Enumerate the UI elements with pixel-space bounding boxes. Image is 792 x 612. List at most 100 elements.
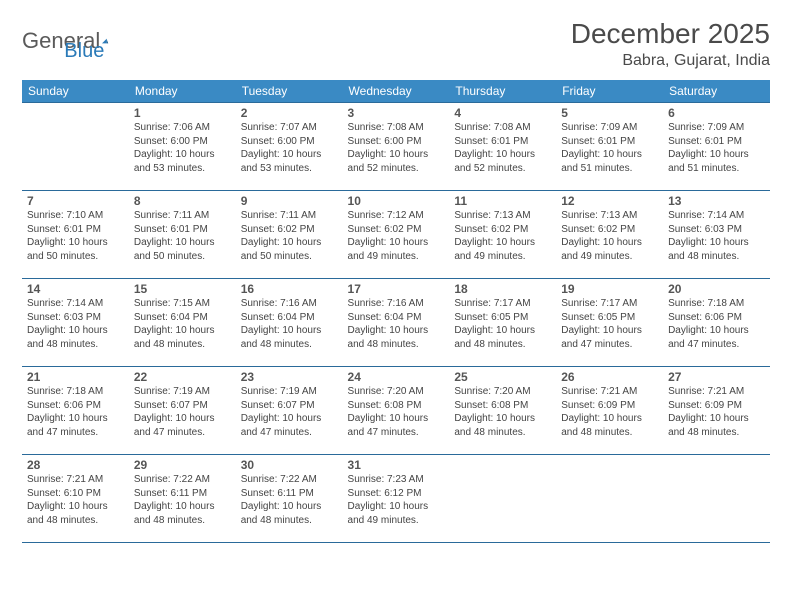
day-number: 6 <box>668 106 765 120</box>
day-text: Sunrise: 7:18 AMSunset: 6:06 PMDaylight:… <box>27 385 124 439</box>
calendar-cell: 14Sunrise: 7:14 AMSunset: 6:03 PMDayligh… <box>22 279 129 367</box>
calendar-cell: 28Sunrise: 7:21 AMSunset: 6:10 PMDayligh… <box>22 455 129 543</box>
calendar-cell: 27Sunrise: 7:21 AMSunset: 6:09 PMDayligh… <box>663 367 770 455</box>
day-number: 24 <box>348 370 445 384</box>
calendar-cell: 16Sunrise: 7:16 AMSunset: 6:04 PMDayligh… <box>236 279 343 367</box>
day-text: Sunrise: 7:14 AMSunset: 6:03 PMDaylight:… <box>668 209 765 263</box>
day-text: Sunrise: 7:08 AMSunset: 6:00 PMDaylight:… <box>348 121 445 175</box>
day-text: Sunrise: 7:08 AMSunset: 6:01 PMDaylight:… <box>454 121 551 175</box>
day-number: 17 <box>348 282 445 296</box>
day-text: Sunrise: 7:11 AMSunset: 6:01 PMDaylight:… <box>134 209 231 263</box>
day-number: 26 <box>561 370 658 384</box>
day-text: Sunrise: 7:17 AMSunset: 6:05 PMDaylight:… <box>454 297 551 351</box>
day-text: Sunrise: 7:18 AMSunset: 6:06 PMDaylight:… <box>668 297 765 351</box>
month-title: December 2025 <box>571 18 770 50</box>
day-text: Sunrise: 7:19 AMSunset: 6:07 PMDaylight:… <box>241 385 338 439</box>
day-number: 13 <box>668 194 765 208</box>
calendar-cell: 8Sunrise: 7:11 AMSunset: 6:01 PMDaylight… <box>129 191 236 279</box>
calendar-cell: 29Sunrise: 7:22 AMSunset: 6:11 PMDayligh… <box>129 455 236 543</box>
day-number: 30 <box>241 458 338 472</box>
calendar-cell: 21Sunrise: 7:18 AMSunset: 6:06 PMDayligh… <box>22 367 129 455</box>
day-number: 16 <box>241 282 338 296</box>
day-text: Sunrise: 7:12 AMSunset: 6:02 PMDaylight:… <box>348 209 445 263</box>
day-text: Sunrise: 7:21 AMSunset: 6:09 PMDaylight:… <box>561 385 658 439</box>
day-text: Sunrise: 7:23 AMSunset: 6:12 PMDaylight:… <box>348 473 445 527</box>
calendar-cell: 11Sunrise: 7:13 AMSunset: 6:02 PMDayligh… <box>449 191 556 279</box>
logo: General Blue <box>22 18 104 63</box>
day-number: 5 <box>561 106 658 120</box>
calendar-cell <box>663 455 770 543</box>
day-number: 3 <box>348 106 445 120</box>
day-number: 21 <box>27 370 124 384</box>
day-text: Sunrise: 7:09 AMSunset: 6:01 PMDaylight:… <box>561 121 658 175</box>
dow-tue: Tuesday <box>236 80 343 103</box>
calendar-row: 1Sunrise: 7:06 AMSunset: 6:00 PMDaylight… <box>22 103 770 191</box>
day-text: Sunrise: 7:21 AMSunset: 6:10 PMDaylight:… <box>27 473 124 527</box>
calendar-cell: 22Sunrise: 7:19 AMSunset: 6:07 PMDayligh… <box>129 367 236 455</box>
calendar-cell: 5Sunrise: 7:09 AMSunset: 6:01 PMDaylight… <box>556 103 663 191</box>
calendar-cell: 20Sunrise: 7:18 AMSunset: 6:06 PMDayligh… <box>663 279 770 367</box>
day-number: 20 <box>668 282 765 296</box>
day-number: 14 <box>27 282 124 296</box>
calendar-cell: 26Sunrise: 7:21 AMSunset: 6:09 PMDayligh… <box>556 367 663 455</box>
dow-fri: Friday <box>556 80 663 103</box>
day-text: Sunrise: 7:14 AMSunset: 6:03 PMDaylight:… <box>27 297 124 351</box>
calendar-cell <box>22 103 129 191</box>
dow-sun: Sunday <box>22 80 129 103</box>
calendar-cell: 17Sunrise: 7:16 AMSunset: 6:04 PMDayligh… <box>343 279 450 367</box>
day-text: Sunrise: 7:20 AMSunset: 6:08 PMDaylight:… <box>348 385 445 439</box>
dow-row: Sunday Monday Tuesday Wednesday Thursday… <box>22 80 770 103</box>
day-text: Sunrise: 7:21 AMSunset: 6:09 PMDaylight:… <box>668 385 765 439</box>
day-text: Sunrise: 7:07 AMSunset: 6:00 PMDaylight:… <box>241 121 338 175</box>
location: Babra, Gujarat, India <box>571 52 770 70</box>
day-number: 8 <box>134 194 231 208</box>
day-number: 2 <box>241 106 338 120</box>
calendar-cell: 13Sunrise: 7:14 AMSunset: 6:03 PMDayligh… <box>663 191 770 279</box>
day-number: 9 <box>241 194 338 208</box>
calendar-cell: 31Sunrise: 7:23 AMSunset: 6:12 PMDayligh… <box>343 455 450 543</box>
day-number: 27 <box>668 370 765 384</box>
day-number: 15 <box>134 282 231 296</box>
day-number: 10 <box>348 194 445 208</box>
day-text: Sunrise: 7:17 AMSunset: 6:05 PMDaylight:… <box>561 297 658 351</box>
day-text: Sunrise: 7:11 AMSunset: 6:02 PMDaylight:… <box>241 209 338 263</box>
day-number: 23 <box>241 370 338 384</box>
day-number: 25 <box>454 370 551 384</box>
title-block: December 2025 Babra, Gujarat, India <box>571 18 770 70</box>
dow-wed: Wednesday <box>343 80 450 103</box>
calendar-cell: 7Sunrise: 7:10 AMSunset: 6:01 PMDaylight… <box>22 191 129 279</box>
day-text: Sunrise: 7:13 AMSunset: 6:02 PMDaylight:… <box>561 209 658 263</box>
calendar-row: 28Sunrise: 7:21 AMSunset: 6:10 PMDayligh… <box>22 455 770 543</box>
day-number: 22 <box>134 370 231 384</box>
day-number: 29 <box>134 458 231 472</box>
day-text: Sunrise: 7:06 AMSunset: 6:00 PMDaylight:… <box>134 121 231 175</box>
calendar-cell: 15Sunrise: 7:15 AMSunset: 6:04 PMDayligh… <box>129 279 236 367</box>
day-text: Sunrise: 7:09 AMSunset: 6:01 PMDaylight:… <box>668 121 765 175</box>
day-number: 19 <box>561 282 658 296</box>
calendar-cell: 24Sunrise: 7:20 AMSunset: 6:08 PMDayligh… <box>343 367 450 455</box>
dow-thu: Thursday <box>449 80 556 103</box>
calendar-cell: 10Sunrise: 7:12 AMSunset: 6:02 PMDayligh… <box>343 191 450 279</box>
day-text: Sunrise: 7:10 AMSunset: 6:01 PMDaylight:… <box>27 209 124 263</box>
day-number: 1 <box>134 106 231 120</box>
calendar-row: 21Sunrise: 7:18 AMSunset: 6:06 PMDayligh… <box>22 367 770 455</box>
calendar-cell: 23Sunrise: 7:19 AMSunset: 6:07 PMDayligh… <box>236 367 343 455</box>
calendar-row: 14Sunrise: 7:14 AMSunset: 6:03 PMDayligh… <box>22 279 770 367</box>
calendar-cell: 6Sunrise: 7:09 AMSunset: 6:01 PMDaylight… <box>663 103 770 191</box>
calendar-cell <box>449 455 556 543</box>
logo-word2: Blue <box>64 40 104 63</box>
calendar-cell: 18Sunrise: 7:17 AMSunset: 6:05 PMDayligh… <box>449 279 556 367</box>
calendar-cell: 2Sunrise: 7:07 AMSunset: 6:00 PMDaylight… <box>236 103 343 191</box>
day-text: Sunrise: 7:16 AMSunset: 6:04 PMDaylight:… <box>241 297 338 351</box>
day-number: 31 <box>348 458 445 472</box>
day-number: 12 <box>561 194 658 208</box>
day-text: Sunrise: 7:16 AMSunset: 6:04 PMDaylight:… <box>348 297 445 351</box>
day-text: Sunrise: 7:15 AMSunset: 6:04 PMDaylight:… <box>134 297 231 351</box>
calendar-table: Sunday Monday Tuesday Wednesday Thursday… <box>22 80 770 543</box>
calendar-cell <box>556 455 663 543</box>
calendar-cell: 19Sunrise: 7:17 AMSunset: 6:05 PMDayligh… <box>556 279 663 367</box>
calendar-cell: 25Sunrise: 7:20 AMSunset: 6:08 PMDayligh… <box>449 367 556 455</box>
dow-mon: Monday <box>129 80 236 103</box>
calendar-cell: 9Sunrise: 7:11 AMSunset: 6:02 PMDaylight… <box>236 191 343 279</box>
day-text: Sunrise: 7:19 AMSunset: 6:07 PMDaylight:… <box>134 385 231 439</box>
